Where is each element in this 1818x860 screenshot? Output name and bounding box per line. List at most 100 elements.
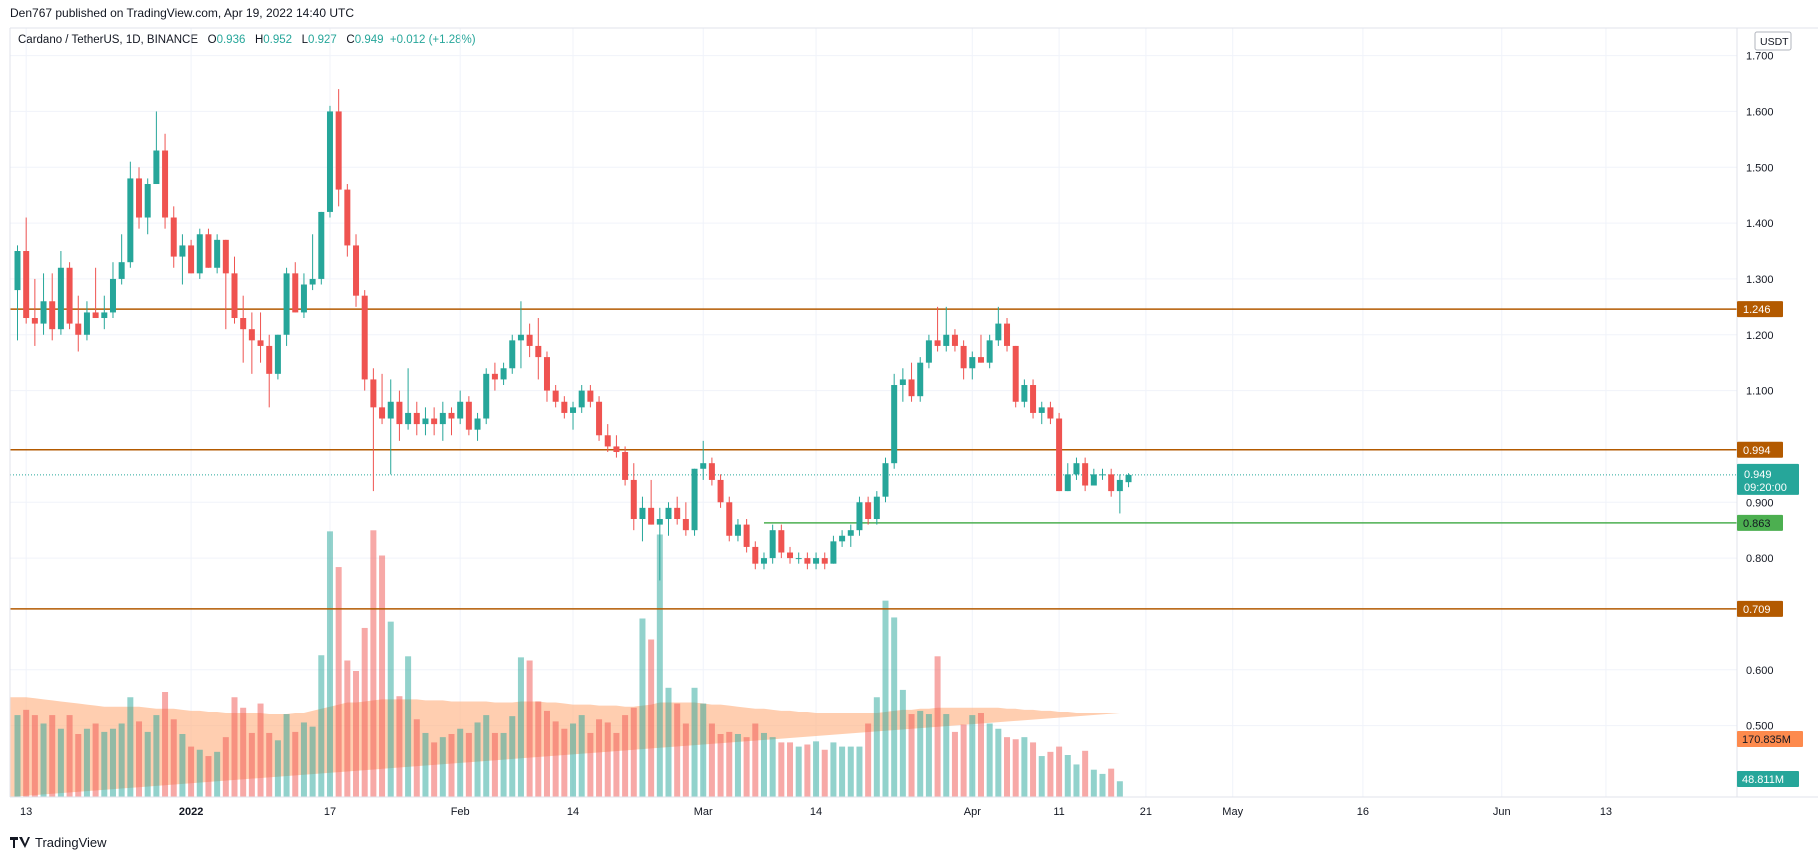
candle-body: [596, 401, 603, 436]
volume-bar: [179, 734, 186, 797]
volume-bar: [995, 728, 1002, 797]
volume-bar: [570, 723, 577, 797]
x-tick-label: 14: [567, 806, 579, 818]
volume-bar: [162, 692, 169, 797]
candle-body: [75, 323, 82, 335]
x-tick-label: 11: [1053, 806, 1064, 818]
candle-body: [656, 519, 663, 525]
candle-body: [795, 558, 802, 560]
candle-body: [1108, 474, 1115, 492]
volume-bar: [925, 714, 932, 797]
candle-body: [969, 357, 976, 369]
volume-bar: [561, 728, 568, 797]
candle-body: [1021, 385, 1028, 402]
volume-bar: [778, 742, 785, 797]
volume-bar: [231, 697, 238, 797]
candle-body: [266, 345, 273, 374]
volume-bar: [413, 719, 420, 797]
volume-bar: [83, 728, 90, 797]
volume-bar: [387, 621, 394, 797]
volume-bar: [535, 701, 542, 797]
candle-body: [813, 558, 820, 564]
candle-body: [283, 273, 290, 335]
candle-body: [1004, 323, 1011, 346]
candle-body: [23, 251, 30, 319]
volume-bar: [101, 731, 108, 797]
candle-body: [682, 519, 689, 531]
x-tick-label: 2022: [179, 806, 203, 818]
volume-bar: [899, 689, 906, 797]
volume-bar: [431, 742, 438, 797]
candle-body: [526, 334, 533, 346]
candle-body: [353, 245, 360, 296]
volume-bar: [170, 719, 177, 797]
candle-body: [214, 239, 221, 268]
y-tick-label: 1.400: [1746, 218, 1774, 230]
x-tick-label: Jun: [1493, 806, 1511, 818]
volume-bar: [300, 722, 307, 797]
volume-bar: [483, 715, 490, 797]
volume-bar: [674, 703, 681, 797]
candle-body: [726, 502, 733, 536]
candle-body: [1125, 474, 1132, 483]
candle-body: [153, 150, 160, 185]
x-tick-label: 13: [20, 806, 32, 818]
volume-bar: [1073, 764, 1080, 797]
volume-bar: [769, 737, 776, 797]
volume-bar: [66, 715, 73, 797]
candle-body: [170, 217, 177, 257]
volume-bar: [405, 656, 412, 797]
volume-bar: [613, 732, 620, 797]
volume-bar: [743, 737, 750, 797]
tradingview-brand[interactable]: TradingView: [10, 835, 107, 850]
volume-bar: [127, 697, 134, 797]
volume-bar: [118, 723, 125, 797]
candle-body: [179, 245, 186, 257]
candle-body: [1082, 463, 1089, 486]
volume-bar: [813, 741, 820, 797]
volume-bar: [795, 746, 802, 797]
volume-bar: [1064, 755, 1071, 797]
candle-body: [40, 301, 47, 324]
candle-body: [830, 541, 837, 564]
close-value: 0.949: [354, 34, 384, 46]
candle-body: [1056, 418, 1063, 492]
volume-ma-label-bg: [1737, 731, 1803, 747]
candle-body: [379, 407, 386, 419]
volume-bar: [326, 531, 333, 797]
volume-bar: [396, 696, 403, 797]
volume-bar: [986, 723, 993, 797]
candle-body: [517, 334, 524, 341]
volume-bar: [882, 600, 889, 797]
candle-body: [14, 251, 21, 291]
countdown-label: 09:20:00: [1744, 482, 1787, 494]
candle-body: [839, 535, 846, 542]
volume-bar: [891, 617, 898, 797]
candle-body: [326, 111, 333, 212]
candle-body: [118, 262, 125, 279]
volume-bar: [1108, 768, 1115, 797]
volume-bar: [1116, 781, 1123, 797]
volume-bar: [14, 715, 21, 797]
volume-bar: [1021, 737, 1028, 797]
volume-bar: [49, 715, 56, 797]
candle-body: [509, 340, 516, 369]
volume-bar: [960, 724, 967, 797]
candle-body: [674, 507, 681, 520]
currency-label: USDT: [1760, 36, 1789, 48]
volume-bar: [665, 687, 672, 797]
x-tick-label: 14: [810, 806, 822, 818]
candle-body: [49, 301, 56, 330]
volume-bar: [379, 555, 386, 797]
candle-body: [57, 267, 64, 330]
level-label-1.246: 1.246: [1743, 304, 1771, 316]
candle-body: [899, 379, 906, 386]
candle-body: [1116, 479, 1123, 492]
candle-body: [873, 496, 880, 520]
candle-body: [240, 318, 247, 330]
volume-bar: [578, 715, 585, 797]
volume-bar: [274, 740, 281, 797]
high-label: H: [254, 34, 264, 46]
candle-body: [457, 401, 464, 419]
